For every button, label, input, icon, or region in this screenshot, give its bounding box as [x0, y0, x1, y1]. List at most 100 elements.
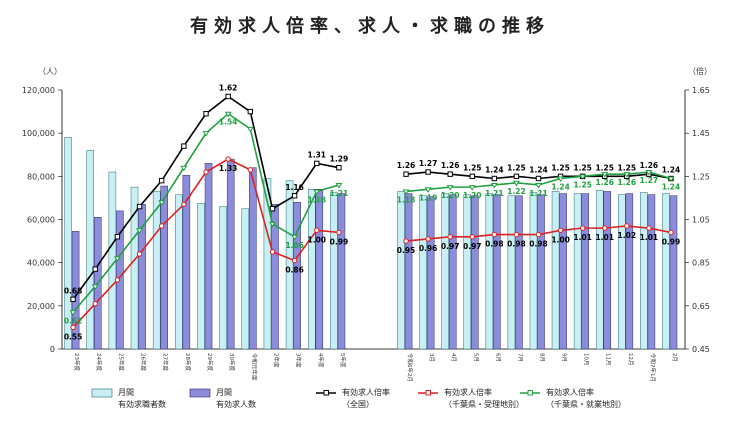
legend-label: 有効求人倍率 [342, 387, 390, 397]
bar-openings [647, 194, 656, 350]
category-label: 25年度 [117, 353, 125, 371]
legend-label: 有効求人倍率 [444, 387, 492, 397]
data-label-national: 1.62 [219, 83, 238, 92]
point-chiba-received [469, 234, 475, 240]
data-label-national: 1.25 [463, 163, 482, 172]
data-label-chiba-work: 1.18 [397, 195, 416, 204]
data-label-national: 1.24 [662, 165, 681, 174]
y-left-unit: （人） [38, 67, 62, 76]
point-national [92, 266, 98, 272]
point-chiba-work [202, 131, 210, 137]
point-chiba-work [224, 111, 232, 118]
point-chiba-work [446, 185, 454, 191]
point-national [291, 193, 298, 199]
point-chiba-received [624, 223, 630, 229]
category-label: 3年度 [295, 353, 303, 368]
y-right-tick-label: 1.65 [692, 86, 710, 95]
point-chiba-received [114, 277, 121, 283]
category-label: 令和元年度 [250, 353, 258, 381]
point-national [203, 111, 209, 117]
point-chiba-work [268, 221, 276, 228]
data-label-chiba-received: 0.97 [463, 242, 482, 251]
point-chiba-work [601, 172, 609, 178]
data-label-chiba-work: 1.19 [419, 193, 438, 202]
bar-jobseekers [551, 191, 560, 350]
bar-jobseekers [175, 194, 183, 350]
data-label-chiba-work: 1.22 [507, 187, 526, 196]
y-right-tick-label: 1.25 [692, 172, 710, 181]
bar-jobseekers [219, 206, 227, 350]
bar-openings [426, 196, 435, 350]
category-label: 3月 [428, 353, 435, 362]
data-label-national: 1.25 [507, 163, 526, 172]
point-chiba-received [269, 249, 276, 255]
bar-jobseekers [197, 203, 205, 350]
category-label: 12月 [627, 353, 634, 366]
point-chiba-received [70, 324, 76, 331]
point-chiba-work [645, 170, 653, 176]
point-national [181, 143, 187, 149]
data-label-chiba-work: 1.20 [441, 191, 460, 200]
legend-sublabel: （千葉県・受理地別） [444, 399, 524, 409]
legend-marker [323, 390, 329, 396]
point-chiba-received [425, 236, 431, 242]
data-label-chiba-work: 1.21 [485, 189, 504, 198]
legend-marker [425, 390, 431, 396]
data-label-chiba-received: 1.00 [551, 235, 570, 244]
point-chiba-received [535, 231, 542, 238]
point-chiba-received [646, 225, 652, 231]
data-label-national: 1.25 [551, 163, 570, 172]
point-chiba-work [69, 310, 77, 316]
category-label: 9月 [561, 353, 568, 362]
bar-openings [581, 193, 589, 350]
bar-jobseekers [441, 193, 449, 350]
bar-jobseekers [241, 208, 250, 350]
point-national [70, 296, 76, 303]
category-label: 29年度 [206, 353, 214, 371]
bar-jobseekers [618, 194, 626, 350]
point-national [136, 203, 143, 210]
y-right-tick-label: 0.65 [692, 302, 710, 311]
legend-sublabel: 有効求職者数 [118, 399, 166, 409]
category-label: 7月 [516, 353, 523, 362]
data-label-national: 1.26 [640, 161, 659, 170]
point-chiba-received [203, 169, 209, 175]
point-chiba-work [180, 165, 188, 172]
category-label: 11月 [605, 353, 612, 366]
legend-swatch [91, 388, 113, 398]
point-chiba-work [579, 174, 587, 180]
legend-marker [527, 390, 533, 396]
point-chiba-received [225, 156, 231, 162]
data-label-chiba-work: 1.26 [595, 178, 614, 187]
bar-jobseekers [640, 192, 648, 350]
category-label: 5月 [472, 353, 479, 362]
data-label-chiba-work: 1.54 [219, 118, 238, 127]
point-chiba-received [403, 238, 409, 244]
category-label: 6月 [494, 353, 501, 362]
legend-label: 月間 [118, 388, 134, 397]
category-label: 4月 [450, 353, 457, 362]
data-label-national: 1.26 [441, 161, 460, 170]
data-label-chiba-work: 1.20 [463, 191, 482, 200]
point-chiba-work [246, 126, 254, 133]
data-label-chiba-received: 0.95 [397, 246, 416, 255]
data-label-chiba-received: 0.98 [529, 240, 548, 249]
legend: 月間有効求職者数月間有効求人数有効求人倍率（全国）有効求人倍率（千葉県・受理地別… [91, 387, 626, 409]
bar-openings [337, 193, 346, 350]
bar-jobseekers [152, 191, 161, 350]
point-chiba-work [136, 228, 144, 234]
category-label: 8月 [539, 353, 546, 362]
point-chiba-received [602, 225, 608, 231]
data-label-national: 1.24 [485, 165, 504, 174]
data-label-chiba-work: 1.24 [551, 182, 570, 191]
category-label: 27年度 [162, 353, 170, 371]
point-chiba-received [513, 231, 520, 238]
bar-openings [603, 191, 612, 350]
bar-jobseekers [330, 192, 338, 350]
y-left-tick-label: 40,000 [27, 259, 55, 268]
category-label: 5年度 [339, 353, 347, 368]
point-chiba-work [667, 176, 675, 183]
bar-openings [204, 163, 213, 350]
point-chiba-received [92, 300, 98, 307]
bar-jobseekers [263, 178, 272, 350]
